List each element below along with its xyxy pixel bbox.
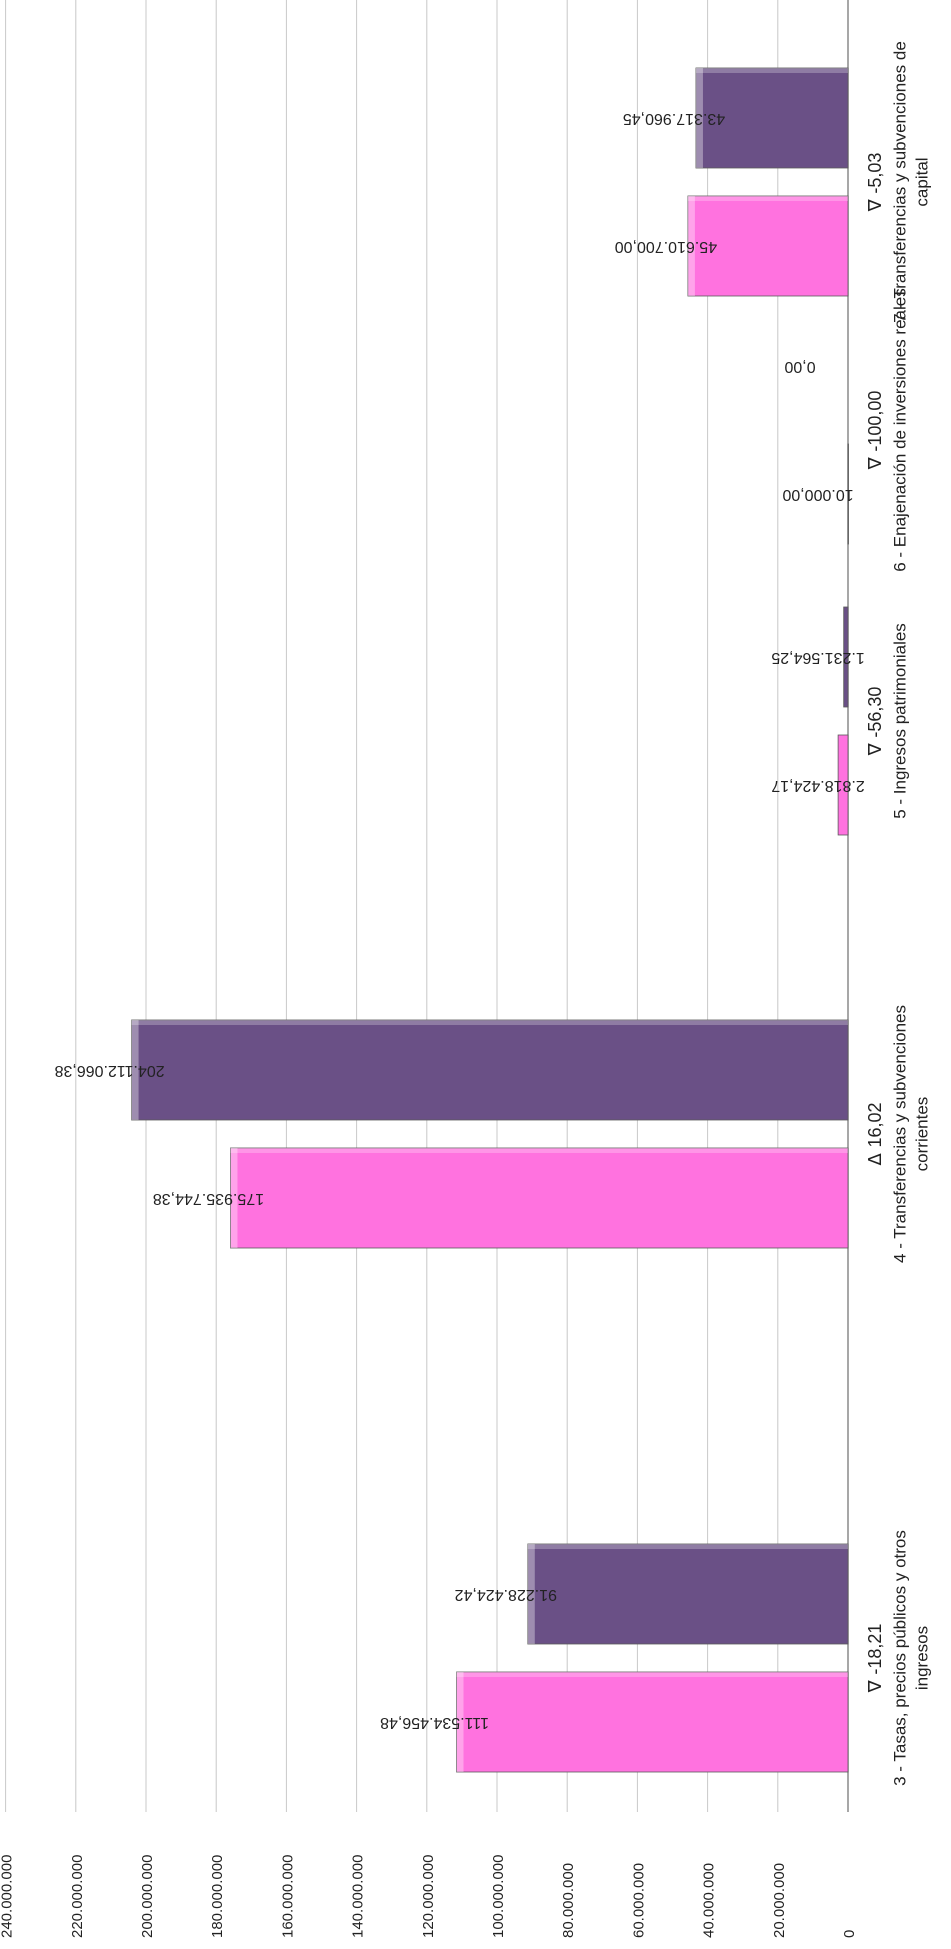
bar-bevel [131,1020,848,1025]
bar-bevel [687,196,695,296]
bars [131,67,849,1773]
down-arrow-icon: ∇ [865,1675,886,1694]
tick-label: 0 [841,1930,858,1938]
change-value: 16,02 [865,1102,885,1147]
tick-label: 80.000.000 [560,1863,577,1938]
category-label: capital [912,157,931,206]
bar [837,734,849,836]
value-label: 111.534.456,48 [380,1714,489,1731]
category-label: corrientes [912,1097,931,1172]
bar-bevel [230,1148,238,1248]
tick-label: 180.000.000 [209,1855,226,1938]
bar [847,443,849,545]
bar [456,1671,849,1773]
value-label: 43.317.960,45 [623,110,725,127]
category-label: 5 - Ingresos patrimoniales [890,623,909,819]
labels: 0 20.000.000 40.000.000 60.000.000 80.000.00… [0,41,931,1938]
bar-bevel [456,1672,464,1772]
value-label: 2.818.424,17 [771,777,865,794]
bar-bevel [456,1672,848,1677]
category-label: 7 - Transferencias y subvenciones de [890,41,909,323]
value-label: 91.228.424,42 [455,1586,557,1603]
value-label: 10.000,00 [782,486,853,503]
tick-label: 200.000.000 [139,1855,156,1938]
bar [695,67,849,169]
value-label: 204.112.066,38 [54,1062,164,1079]
bar [687,195,849,297]
tick-label: 100.000.000 [490,1855,507,1938]
up-arrow-icon: Δ [865,1148,886,1166]
change-value: -100,00 [865,391,885,452]
tick-label: 220.000.000 [69,1855,86,1938]
bar [131,1019,849,1121]
change-label: Δ 16,02 [865,1102,886,1165]
change-label: ∇ -100,00 [865,391,886,471]
category-label: ingresos [912,1626,931,1690]
tick-label: 60.000.000 [630,1863,647,1938]
down-arrow-icon: ∇ [865,194,886,213]
bar [843,606,849,708]
bar-bevel [695,68,848,73]
category-label: 4 - Transferencias y subvenciones [890,1005,909,1263]
tick-label: 120.000.000 [420,1855,437,1938]
value-label: 175.935.744,38 [153,1190,264,1207]
bar [527,1543,849,1645]
tick-label: 20.000.000 [771,1863,788,1938]
tick-label: 140.000.000 [350,1855,367,1938]
category-label: 3 - Tasas, precios públicos y otros [890,1530,909,1786]
change-label: ∇ -18,21 [865,1624,886,1694]
change-value: -56,30 [865,687,885,738]
bar-bevel [527,1544,848,1549]
bar-bevel [687,196,848,201]
value-label: 1.231.564,25 [771,649,865,666]
category-label: 6 - Enajenación de inversiones reales [890,288,909,572]
gridlines [5,0,849,1812]
bar-bevel [230,1148,849,1153]
bar-bevel [131,1020,139,1120]
change-label: ∇ -5,03 [865,153,886,213]
value-label: 0,00 [784,358,815,375]
change-label: ∇ -56,30 [865,687,886,757]
bar-bevel [695,68,703,168]
bar [230,1147,849,1249]
bar-bevel [527,1544,535,1644]
tick-label: 40.000.000 [701,1863,718,1938]
down-arrow-icon: ∇ [865,452,886,471]
change-value: -5,03 [865,153,885,194]
change-value: -18,21 [865,1624,885,1675]
tick-label: 240.000.000 [0,1855,16,1938]
down-arrow-icon: ∇ [865,738,886,757]
tick-label: 160.000.000 [279,1855,296,1938]
value-label: 45.610.700,00 [615,238,717,255]
